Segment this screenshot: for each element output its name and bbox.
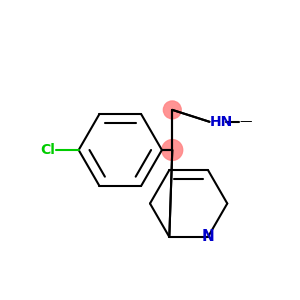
Text: HN: HN bbox=[209, 115, 233, 129]
Text: N: N bbox=[202, 230, 214, 244]
Circle shape bbox=[164, 101, 181, 119]
Text: —: — bbox=[239, 115, 252, 128]
Text: Cl: Cl bbox=[40, 143, 55, 157]
Circle shape bbox=[162, 140, 183, 160]
